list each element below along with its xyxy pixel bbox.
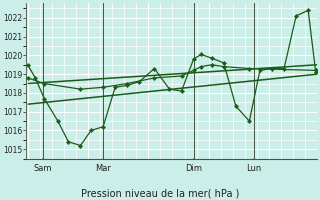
Text: Sam: Sam <box>34 164 52 173</box>
Text: Mar: Mar <box>95 164 111 173</box>
Text: Pression niveau de la mer( hPa ): Pression niveau de la mer( hPa ) <box>81 188 239 198</box>
Text: Dim: Dim <box>185 164 202 173</box>
Text: Lun: Lun <box>246 164 261 173</box>
